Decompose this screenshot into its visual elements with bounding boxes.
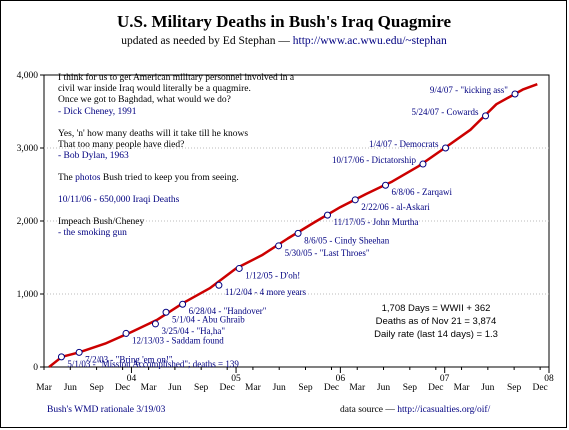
event-marker-14[interactable] bbox=[442, 144, 450, 152]
event-marker-16[interactable] bbox=[511, 90, 519, 98]
x-tick-label: Jun bbox=[64, 383, 77, 393]
iraqi-deaths-link[interactable]: 10/11/06 - 650,000 Iraqi Deaths bbox=[58, 195, 180, 205]
x-tick-label: Mar bbox=[245, 383, 262, 393]
y-tick-label: 2,000 bbox=[17, 217, 39, 227]
event-marker-7[interactable] bbox=[235, 264, 243, 272]
x-tick-label: 07 bbox=[440, 374, 450, 384]
photos-line: The photos Bush tried to keep you from s… bbox=[58, 172, 239, 183]
stats-days: 1,708 Days = WWII + 362 bbox=[382, 303, 491, 314]
event-label-16[interactable]: 9/4/07 - "kicking ass" bbox=[430, 85, 508, 95]
event-label-3[interactable]: 3/25/04 - "Ha,ha" bbox=[161, 326, 225, 336]
data-source-link[interactable]: http://icasualties.org/oif/ bbox=[397, 404, 490, 415]
event-marker-5[interactable] bbox=[179, 300, 187, 308]
gridlines bbox=[44, 147, 549, 295]
x-tick-label: Sep bbox=[89, 383, 104, 393]
event-label-5[interactable]: 6/28/04 - "Handover" bbox=[189, 306, 267, 316]
event-marker-10[interactable] bbox=[324, 211, 332, 219]
photos-prefix: The bbox=[58, 173, 75, 183]
event-label-8[interactable]: 5/30/05 - "Last Throes" bbox=[285, 248, 370, 258]
event-label-0[interactable]: 5/1/03 - "Mission Accomplished"; deaths … bbox=[67, 359, 239, 369]
stats-daily-rate: Daily rate (last 14 days) = 1.3 bbox=[374, 329, 498, 340]
event-label-12[interactable]: 6/8/06 - Zarqawi bbox=[392, 187, 453, 197]
x-tick-label: Mar bbox=[454, 383, 471, 393]
y-tick-label: 3,000 bbox=[17, 144, 39, 154]
x-tick-label: Jun bbox=[481, 383, 494, 393]
data-source-label: data source — bbox=[340, 405, 397, 415]
event-marker-9[interactable] bbox=[294, 229, 302, 237]
event-label-1[interactable]: 7/2/03 - "Bring 'em on!" bbox=[85, 354, 173, 364]
author-link[interactable]: http://www.ac.wwu.edu/~stephan bbox=[293, 35, 447, 47]
event-label-10[interactable]: 11/17/05 - John Murtha bbox=[334, 217, 419, 227]
event-marker-2[interactable] bbox=[122, 329, 130, 337]
x-tick-label: Sep bbox=[194, 383, 209, 393]
x-tick-label: Jun bbox=[168, 383, 181, 393]
event-label-4[interactable]: 5/1/04 - Abu Ghraib bbox=[172, 314, 245, 324]
x-tick-label: Dec bbox=[532, 383, 547, 393]
event-marker-1[interactable] bbox=[75, 348, 83, 356]
x-tick-label: Mar bbox=[141, 383, 158, 393]
event-label-15[interactable]: 5/24/07 - Cowards bbox=[412, 107, 479, 117]
x-tick-label: 06 bbox=[336, 374, 346, 384]
x-tick-label: Sep bbox=[507, 383, 522, 393]
cheney-quote-line-3: Once we got to Baghdad, what would we do… bbox=[58, 95, 231, 105]
event-marker-13[interactable] bbox=[419, 160, 427, 168]
stats-block: 1,708 Days = WWII + 362 Deaths as of Nov… bbox=[374, 303, 498, 340]
x-tick-label: Sep bbox=[298, 383, 313, 393]
x-tick-label: Dec bbox=[220, 383, 235, 393]
x-tick-label: 05 bbox=[231, 374, 241, 384]
wmd-rationale-link[interactable]: Bush's WMD rationale 3/19/03 bbox=[47, 405, 166, 415]
event-label-2[interactable]: 12/13/03 - Saddam found bbox=[132, 335, 224, 345]
event-marker-12[interactable] bbox=[382, 181, 390, 189]
x-tick-label: Jun bbox=[377, 383, 390, 393]
y-tick-label: 1,000 bbox=[17, 290, 39, 300]
event-marker-4[interactable] bbox=[162, 308, 170, 316]
chart-title: U.S. Military Deaths in Bush's Iraq Quag… bbox=[117, 12, 452, 31]
y-tick-label: 0 bbox=[33, 363, 38, 373]
event-label-7[interactable]: 1/12/05 - D'oh! bbox=[245, 270, 300, 280]
x-tick-label: Jun bbox=[273, 383, 286, 393]
photos-suffix: Bush tried to keep you from seeing. bbox=[101, 172, 239, 183]
event-marker-8[interactable] bbox=[275, 242, 283, 250]
subtitle-prefix: updated as needed by Ed Stephan — bbox=[121, 35, 293, 47]
event-label-13[interactable]: 10/17/06 - Dictatorship bbox=[332, 155, 416, 165]
cheney-quote-line-1: I think for us to get American military … bbox=[58, 72, 295, 83]
x-tick-label: Mar bbox=[36, 383, 53, 393]
data-source: data source — http://icasualties.org/oif… bbox=[340, 404, 491, 415]
x-tick-label: Dec bbox=[428, 383, 443, 393]
impeach-text: Impeach Bush/Cheney bbox=[58, 217, 145, 227]
smoking-gun-link[interactable]: - the smoking gun bbox=[58, 228, 127, 238]
dylan-attribution-link[interactable]: - Bob Dylan, 1963 bbox=[58, 151, 129, 161]
y-axis: 0 1,000 2,000 3,000 4,000 bbox=[17, 71, 44, 373]
dylan-quote-line-1: Yes, 'n' how many deaths will it take ti… bbox=[58, 129, 248, 139]
x-tick-label: 08 bbox=[544, 374, 554, 384]
photos-link[interactable]: photos bbox=[75, 173, 101, 183]
cheney-attribution-link[interactable]: - Dick Cheney, 1991 bbox=[58, 107, 137, 117]
event-label-6[interactable]: 11/2/04 - 4 more years bbox=[225, 287, 307, 297]
event-marker-11[interactable] bbox=[351, 196, 359, 204]
cheney-quote-line-2: civil war inside Iraq would literally be… bbox=[58, 84, 251, 94]
x-tick-label: 04 bbox=[127, 374, 137, 384]
event-markers: 5/1/03 - "Mission Accomplished"; deaths … bbox=[57, 85, 519, 369]
dylan-quote-line-2: That too many people have died? bbox=[58, 140, 184, 150]
event-label-14[interactable]: 1/4/07 - Democrats bbox=[369, 139, 439, 149]
deaths-series-line bbox=[48, 83, 538, 368]
event-marker-3[interactable] bbox=[151, 320, 159, 328]
event-label-11[interactable]: 2/22/06 - al-Askari bbox=[361, 202, 430, 212]
stats-deaths: Deaths as of Nov 21 = 3,874 bbox=[376, 316, 497, 327]
y-tick-label: 4,000 bbox=[17, 71, 39, 81]
x-tick-label: Sep bbox=[403, 383, 418, 393]
event-marker-15[interactable] bbox=[482, 112, 490, 120]
x-tick-label: Dec bbox=[324, 383, 339, 393]
event-label-9[interactable]: 8/6/05 - Cindy Sheehan bbox=[304, 235, 390, 245]
x-tick-label: Dec bbox=[115, 383, 130, 393]
quotes-block: I think for us to get American military … bbox=[58, 72, 295, 238]
chart-subtitle: updated as needed by Ed Stephan — http:/… bbox=[121, 35, 447, 47]
event-marker-0[interactable] bbox=[57, 353, 65, 361]
event-marker-6[interactable] bbox=[215, 281, 223, 289]
x-tick-label: Mar bbox=[349, 383, 366, 393]
